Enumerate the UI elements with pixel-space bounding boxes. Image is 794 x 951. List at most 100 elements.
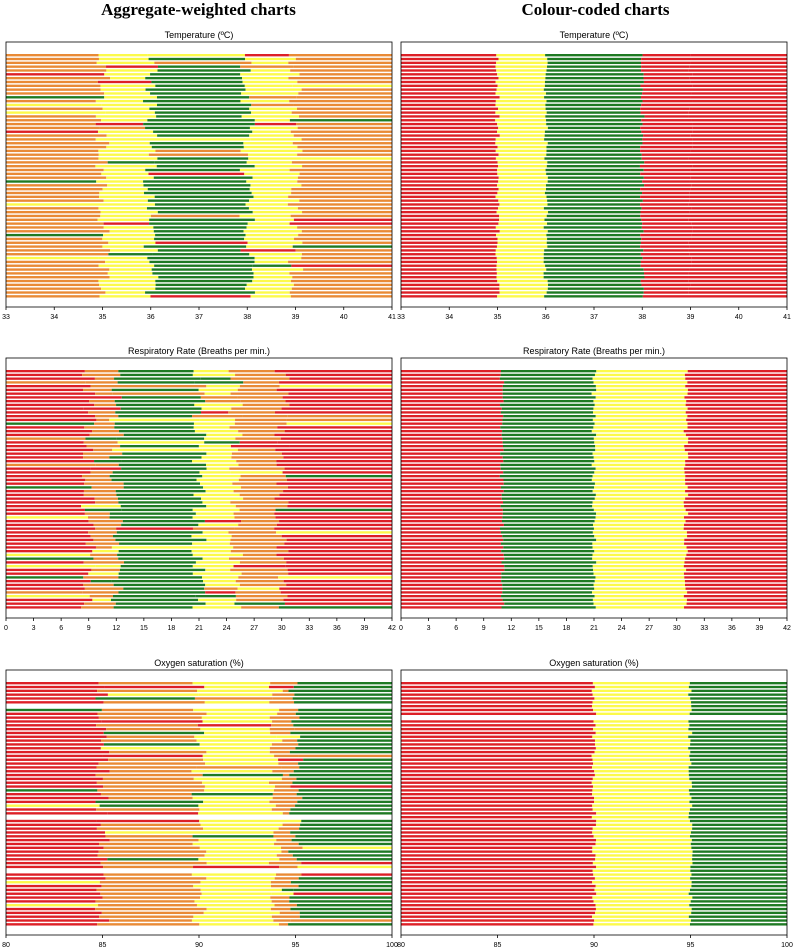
agg-spo2-bar-segment (196, 904, 275, 907)
agg-spo2-bar-segment (109, 838, 199, 842)
agg-spo2-bar-segment (199, 846, 282, 849)
agg-spo2-bar-segment (102, 777, 194, 781)
agg-rr-bar-segment (6, 602, 85, 605)
agg-spo2-bar-segment (107, 693, 199, 696)
agg-temp-bar-segment (157, 103, 252, 107)
agg-rr-tick-label: 30 (278, 625, 286, 632)
agg-temp-bar-segment (109, 230, 154, 233)
agg-spo2-bar-segment (295, 712, 392, 715)
agg-temp-bar-segment (97, 130, 154, 133)
agg-temp-bar-segment (291, 264, 392, 267)
cc-rr-bar-segment (594, 373, 685, 377)
cc-rr-bar-segment (504, 381, 594, 384)
agg-temp-bar-segment (244, 172, 300, 176)
agg-temp-bar-segment (6, 279, 99, 283)
agg-spo2-bar-segment (6, 796, 109, 800)
agg-spo2-bar-segment (6, 793, 101, 796)
cc-rr-bar-segment (401, 441, 503, 444)
agg-spo2-bar-segment (191, 919, 274, 922)
agg-rr-bar-segment (6, 512, 85, 515)
agg-rr-bar-segment (96, 418, 110, 422)
cc-temp-bar-segment (498, 76, 546, 80)
agg-rr-bar-segment (193, 493, 240, 497)
agg-temp-bar-segment (107, 161, 155, 164)
agg-rr-bar-segment (111, 580, 204, 583)
agg-rr-bar-segment (276, 523, 392, 527)
cc-temp-bar-segment (547, 142, 643, 145)
agg-temp-bar-segment (253, 276, 293, 279)
agg-temp-bar-segment (297, 80, 392, 84)
agg-spo2-bar-segment (296, 793, 392, 796)
cc-spo2-bar-segment (592, 808, 690, 811)
cc-spo2-bar-segment (591, 704, 692, 708)
cc-temp-bar-segment (639, 165, 693, 168)
cc-temp-bar-segment (546, 291, 644, 294)
cc-spo2-bar-segment (596, 892, 689, 895)
cc-temp-bar-segment (644, 272, 689, 275)
agg-temp-bar-segment (101, 119, 148, 122)
agg-spo2-bar-segment (299, 911, 392, 915)
cc-rr-bar-segment (502, 396, 596, 399)
agg-spo2-bar-segment (298, 877, 392, 880)
cc-temp-bar-segment (401, 291, 500, 294)
cc-temp-bar-segment (546, 149, 641, 153)
agg-temp-bar-segment (154, 61, 252, 65)
agg-rr-bar-segment (279, 385, 392, 388)
agg-spo2-bar-segment (271, 808, 291, 811)
agg-rr-bar-segment (6, 407, 84, 410)
cc-rr-bar-segment (687, 441, 787, 444)
cc-rr-bar-segment (683, 501, 787, 504)
agg-rr-bar-segment (198, 523, 239, 527)
agg-temp-bar-segment (6, 233, 104, 237)
agg-rr-bar-segment (284, 602, 392, 605)
cc-rr-bar-segment (595, 467, 685, 470)
agg-rr-bar-segment (195, 512, 234, 515)
agg-rr-bar-segment (240, 475, 286, 478)
agg-rr-bar-segment (83, 388, 112, 392)
agg-temp-bar-segment (6, 253, 109, 256)
cc-spo2-bar-segment (688, 685, 787, 689)
cc-spo2-bar-segment (401, 815, 592, 819)
agg-spo2-bar-segment (291, 838, 392, 842)
agg-rr-bar-segment (201, 407, 232, 410)
cc-temp-bar-segment (401, 245, 497, 248)
cc-temp-bar-segment (688, 241, 787, 244)
cc-temp-bar-segment (692, 138, 787, 141)
cc-spo2-bar-segment (688, 812, 787, 815)
agg-temp-bar-segment (154, 195, 254, 199)
cc-spo2-bar-segment (401, 812, 597, 815)
agg-rr-bar-segment (192, 542, 230, 545)
cc-temp-bar-segment (496, 54, 546, 57)
agg-temp-bar-segment (239, 214, 291, 218)
agg-rr-bar-segment (90, 553, 118, 557)
agg-rr-bar-segment (283, 456, 392, 459)
cc-temp-bar-segment (547, 57, 642, 61)
cc-temp-bar-segment (640, 111, 689, 114)
agg-temp-bar-segment (250, 69, 291, 72)
agg-spo2-bar-segment (202, 720, 273, 723)
cc-spo2-bar-segment (595, 747, 689, 750)
agg-spo2-bar-segment (199, 923, 279, 926)
cc-rr-tick-label: 6 (454, 625, 458, 632)
cc-temp-bar-segment (640, 96, 691, 99)
agg-temp-bar-segment (290, 214, 392, 218)
cc-temp-bar-segment (548, 210, 641, 214)
agg-spo2-bar-segment (273, 919, 291, 922)
agg-rr-bar-segment (6, 535, 91, 538)
agg-temp-bar-segment (145, 88, 246, 91)
agg-spo2-bar-segment (6, 827, 97, 830)
agg-temp-bar-segment (149, 142, 244, 145)
cc-rr-bar-segment (687, 381, 787, 384)
agg-temp-tick-label: 35 (99, 314, 107, 321)
cc-temp-bar-segment (691, 233, 787, 237)
agg-temp-bar-segment (110, 249, 158, 252)
agg-rr-bar-segment (235, 373, 286, 377)
cc-rr-bar-segment (504, 557, 593, 560)
agg-temp-bar-segment (6, 130, 98, 133)
agg-rr-bar-segment (275, 516, 392, 519)
cc-rr-bar-segment (592, 591, 688, 594)
agg-temp-bar-segment (106, 176, 154, 179)
agg-temp-bar-segment (6, 57, 99, 61)
agg-temp-bar-segment (6, 287, 102, 290)
agg-temp-bar-segment (6, 107, 103, 110)
